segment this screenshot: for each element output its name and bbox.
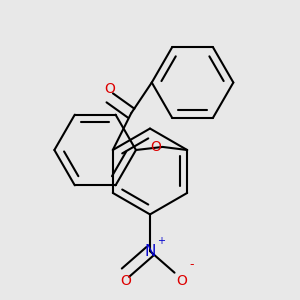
- Text: O: O: [104, 82, 115, 96]
- Text: +: +: [157, 236, 165, 246]
- Text: N: N: [144, 244, 156, 259]
- Text: O: O: [120, 274, 131, 288]
- Text: O: O: [150, 140, 161, 154]
- Text: -: -: [189, 259, 194, 272]
- Text: O: O: [176, 274, 187, 288]
